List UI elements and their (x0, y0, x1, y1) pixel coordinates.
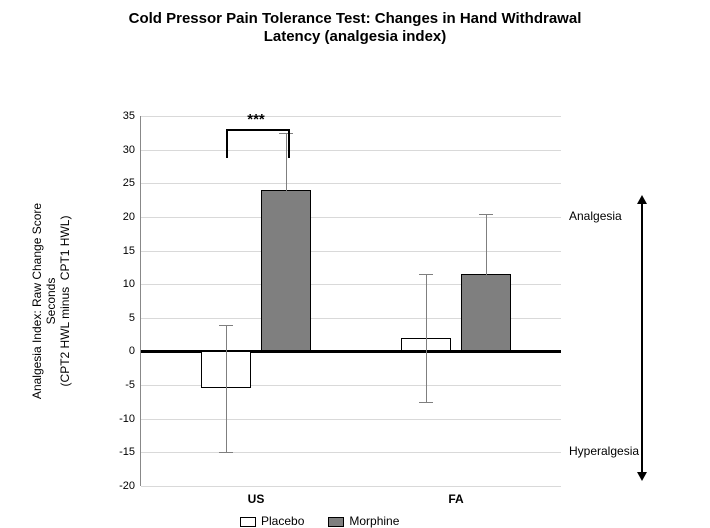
legend-label: Morphine (349, 514, 399, 528)
arrow-up-icon (637, 195, 647, 204)
legend-swatch (240, 517, 256, 527)
x-category-label: FA (448, 486, 463, 506)
error-cap (419, 402, 433, 403)
title-line2: Latency (analgesia index) (264, 28, 447, 45)
gridline (141, 251, 561, 252)
ytick-label: 10 (123, 278, 141, 290)
ytick-label: -10 (119, 413, 141, 425)
arrow-down-icon (637, 472, 647, 481)
y-axis-label: Analgesia Index: Raw Change ScoreSeconds… (30, 146, 72, 456)
ytick-label: 30 (123, 144, 141, 156)
error-bar (226, 325, 227, 453)
error-cap (279, 247, 293, 248)
error-bar (426, 274, 427, 402)
error-cap (219, 452, 233, 453)
plot-area: -20-15-10-505101520253035USFA***Analgesi… (140, 116, 561, 486)
x-category-label: US (248, 486, 265, 506)
gridline (141, 452, 561, 453)
error-cap (219, 325, 233, 326)
error-cap (479, 331, 493, 332)
ytick-label: -15 (119, 446, 141, 458)
legend: Placebo Morphine (240, 514, 399, 528)
ylabel-line3: (CPT2 HWL minus CPT1 HWL) (58, 146, 72, 456)
ytick-label: 0 (129, 345, 141, 357)
ylabel-line1: Analgesia Index: Raw Change Score (30, 146, 44, 456)
error-cap (479, 214, 493, 215)
ytick-label: 35 (123, 110, 141, 122)
ylabel-line2: Seconds (44, 146, 58, 456)
legend-label: Placebo (261, 514, 304, 528)
chart-title: Cold Pressor Pain Tolerance Test: Change… (0, 0, 710, 46)
legend-item: Placebo (240, 514, 304, 528)
gridline (141, 486, 561, 487)
analgesia-label: Analgesia (569, 209, 622, 223)
ytick-label: 20 (123, 211, 141, 223)
title-line1: Cold Pressor Pain Tolerance Test: Change… (129, 10, 582, 27)
gridline (141, 183, 561, 184)
ytick-label: -20 (119, 480, 141, 492)
significance-label: *** (247, 111, 265, 128)
hyperalgesia-label: Hyperalgesia (569, 444, 639, 458)
ytick-label: 5 (129, 312, 141, 324)
gridline (141, 419, 561, 420)
gridline (141, 116, 561, 117)
ytick-label: 25 (123, 177, 141, 189)
gridline (141, 150, 561, 151)
legend-item: Morphine (328, 514, 399, 528)
gridline (141, 217, 561, 218)
significance-bracket (226, 129, 290, 158)
legend-swatch (328, 517, 344, 527)
error-bar (486, 214, 487, 332)
ytick-label: 15 (123, 245, 141, 257)
error-cap (419, 274, 433, 275)
direction-arrow (641, 203, 643, 472)
ytick-label: -5 (125, 379, 141, 391)
